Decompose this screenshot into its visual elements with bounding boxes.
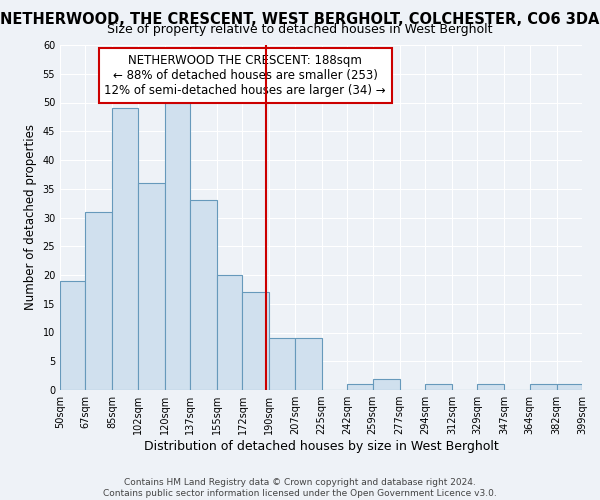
Bar bbox=[112, 108, 138, 390]
Bar bbox=[295, 338, 322, 390]
Y-axis label: Number of detached properties: Number of detached properties bbox=[24, 124, 37, 310]
Bar bbox=[269, 338, 295, 390]
Bar bbox=[85, 212, 112, 390]
Bar bbox=[557, 384, 582, 390]
Bar bbox=[373, 378, 400, 390]
Text: NETHERWOOD, THE CRESCENT, WEST BERGHOLT, COLCHESTER, CO6 3DA: NETHERWOOD, THE CRESCENT, WEST BERGHOLT,… bbox=[1, 12, 599, 28]
Bar bbox=[530, 384, 557, 390]
Bar bbox=[242, 292, 269, 390]
Bar bbox=[217, 275, 242, 390]
Bar bbox=[164, 102, 190, 390]
Text: Contains HM Land Registry data © Crown copyright and database right 2024.
Contai: Contains HM Land Registry data © Crown c… bbox=[103, 478, 497, 498]
Bar bbox=[60, 281, 85, 390]
Bar bbox=[138, 183, 164, 390]
Bar bbox=[347, 384, 373, 390]
Bar bbox=[190, 200, 217, 390]
Text: Size of property relative to detached houses in West Bergholt: Size of property relative to detached ho… bbox=[107, 22, 493, 36]
Bar bbox=[478, 384, 504, 390]
Bar bbox=[425, 384, 452, 390]
Text: NETHERWOOD THE CRESCENT: 188sqm
← 88% of detached houses are smaller (253)
12% o: NETHERWOOD THE CRESCENT: 188sqm ← 88% of… bbox=[104, 54, 386, 96]
X-axis label: Distribution of detached houses by size in West Bergholt: Distribution of detached houses by size … bbox=[143, 440, 499, 453]
